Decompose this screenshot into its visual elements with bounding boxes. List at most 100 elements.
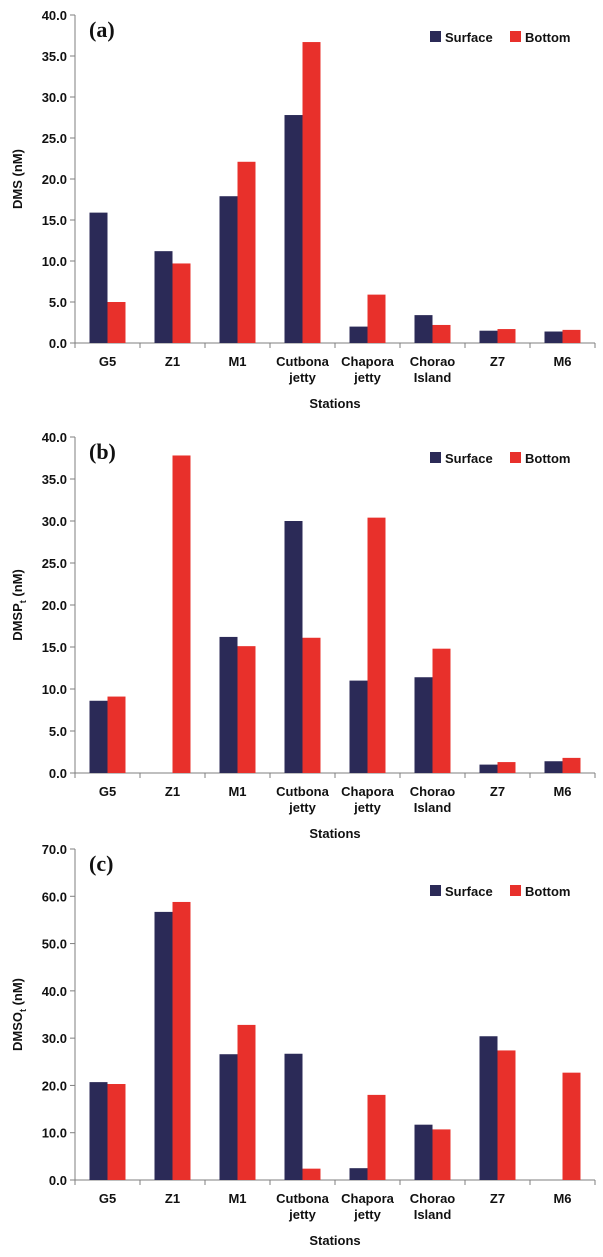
x-category-label: M1 <box>228 784 246 799</box>
x-axis-label: Stations <box>309 396 360 411</box>
legend-label-bottom: Bottom <box>525 30 571 45</box>
x-category-label: jetty <box>353 800 382 815</box>
x-category-label: Z7 <box>490 354 505 369</box>
bar-surface-1 <box>154 251 173 343</box>
legend-label-surface: Surface <box>445 884 493 899</box>
bar-surface-6 <box>479 764 498 773</box>
y-tick-label: 0.0 <box>49 1173 67 1188</box>
bar-bottom-4 <box>367 517 386 773</box>
legend-swatch-surface <box>430 31 441 42</box>
y-tick-label: 5.0 <box>49 295 67 310</box>
legend-swatch-surface <box>430 885 441 896</box>
y-axis-label: DMSPt (nM) <box>10 569 28 641</box>
y-tick-label: 25.0 <box>42 556 67 571</box>
bar-surface-5 <box>414 1124 433 1180</box>
legend-label-bottom: Bottom <box>525 451 571 466</box>
y-axis-label-unit: (nM) <box>10 978 25 1009</box>
y-tick-label: 10.0 <box>42 1126 67 1141</box>
bar-surface-2 <box>219 196 238 343</box>
y-axis-label-main: DMS (nM) <box>10 149 25 209</box>
x-axis-label: Stations <box>309 826 360 841</box>
x-category-label: jetty <box>288 1207 317 1222</box>
x-category-label: M6 <box>553 1191 571 1206</box>
legend-swatch-bottom <box>510 452 521 463</box>
y-axis-label: DMSOt (nM) <box>10 978 28 1051</box>
bar-surface-1 <box>154 911 173 1180</box>
y-tick-label: 20.0 <box>42 1078 67 1093</box>
y-tick-label: 40.0 <box>42 430 67 445</box>
x-category-label: Island <box>414 800 452 815</box>
y-tick-label: 10.0 <box>42 254 67 269</box>
x-category-label: jetty <box>353 370 382 385</box>
bar-bottom-5 <box>432 1129 451 1180</box>
bar-surface-3 <box>284 1053 303 1180</box>
x-category-label: jetty <box>288 370 317 385</box>
x-category-label: M6 <box>553 354 571 369</box>
panel-label: (c) <box>89 851 113 876</box>
bar-surface-3 <box>284 521 303 773</box>
bar-bottom-3 <box>302 637 321 773</box>
x-category-label: Island <box>414 1207 452 1222</box>
bar-bottom-6 <box>497 762 516 773</box>
panel-label: (a) <box>89 17 115 42</box>
y-tick-label: 40.0 <box>42 8 67 23</box>
bar-bottom-3 <box>302 42 321 344</box>
bar-bottom-3 <box>302 1168 321 1180</box>
x-axis-label: Stations <box>309 1233 360 1248</box>
y-axis-label-main: DMSO <box>10 1012 25 1051</box>
bar-surface-3 <box>284 115 303 343</box>
chart-panel-2: 0.0 5.0 10.0 15.0 20.0 25.0 30.0 35.0 40.0 G5 Z1 M1… <box>10 430 596 841</box>
x-category-label: Z7 <box>490 784 505 799</box>
x-category-label: jetty <box>288 800 317 815</box>
x-category-label: Cutbona <box>276 1191 329 1206</box>
bar-bottom-1 <box>172 455 191 773</box>
x-category-label: M6 <box>553 784 571 799</box>
bar-bottom-4 <box>367 294 386 343</box>
bar-bottom-4 <box>367 1094 386 1180</box>
bar-bottom-7 <box>562 757 581 773</box>
x-category-label: G5 <box>99 784 116 799</box>
y-tick-label: 20.0 <box>42 172 67 187</box>
y-tick-label: 20.0 <box>42 598 67 613</box>
bar-surface-0 <box>89 700 108 773</box>
y-tick-label: 35.0 <box>42 472 67 487</box>
panel-label: (b) <box>89 439 116 464</box>
bar-bottom-1 <box>172 901 191 1180</box>
y-tick-label: 40.0 <box>42 984 67 999</box>
y-tick-label: 0.0 <box>49 766 67 781</box>
bar-surface-7 <box>544 761 563 773</box>
bar-bottom-6 <box>497 329 516 343</box>
x-category-label: Island <box>414 370 452 385</box>
x-category-label: M1 <box>228 354 246 369</box>
bar-bottom-7 <box>562 329 581 343</box>
x-category-label: Chorao <box>410 354 456 369</box>
x-category-label: Cutbona <box>276 784 329 799</box>
x-category-label: Chapora <box>341 1191 395 1206</box>
chart-panel-1: 0.0 5.0 10.0 15.0 20.0 25.0 30.0 35.0 40.0 G5 Z1 M1… <box>10 8 596 411</box>
y-tick-label: 10.0 <box>42 682 67 697</box>
bar-bottom-5 <box>432 324 451 343</box>
y-tick-label: 30.0 <box>42 90 67 105</box>
x-category-label: Chapora <box>341 354 395 369</box>
x-category-label: Chorao <box>410 784 456 799</box>
y-tick-label: 30.0 <box>42 514 67 529</box>
bar-bottom-2 <box>237 161 256 343</box>
bar-surface-2 <box>219 636 238 773</box>
y-tick-label: 70.0 <box>42 842 67 857</box>
x-category-label: Cutbona <box>276 354 329 369</box>
bar-surface-6 <box>479 330 498 343</box>
x-category-label: G5 <box>99 1191 116 1206</box>
y-axis-label-unit: (nM) <box>10 569 25 600</box>
x-category-label: M1 <box>228 1191 246 1206</box>
x-category-label: Z1 <box>165 784 180 799</box>
y-tick-label: 60.0 <box>42 889 67 904</box>
bar-surface-7 <box>544 331 563 343</box>
bar-surface-2 <box>219 1054 238 1180</box>
bar-surface-0 <box>89 1082 108 1180</box>
bar-bottom-6 <box>497 1050 516 1180</box>
y-axis-label-sub: t <box>18 600 28 603</box>
y-tick-label: 25.0 <box>42 131 67 146</box>
legend-label-surface: Surface <box>445 451 493 466</box>
y-axis-label-sub: t <box>18 1009 28 1012</box>
